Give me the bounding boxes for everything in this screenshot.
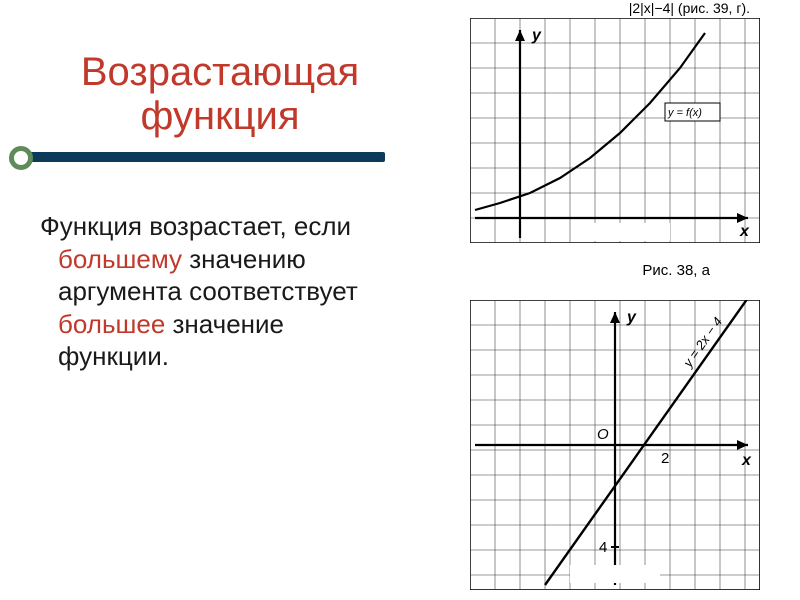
body-highlight-2: большее: [58, 309, 165, 339]
body-highlight-1: большему: [58, 244, 182, 274]
underline-bar: [25, 152, 385, 162]
chart-top: y x y = f(x): [470, 18, 760, 243]
title-block: Возрастающая функция: [55, 50, 385, 168]
graph-top-caption: Рис. 38, а: [642, 262, 710, 279]
svg-text:4: 4: [599, 539, 607, 556]
graph-bottom-container: yxO24y = 2x − 4: [470, 300, 770, 590]
title-line1: Возрастающая: [81, 50, 359, 94]
svg-text:y: y: [626, 309, 637, 326]
graph-top-header: |2|x|−4| (рис. 39, г).: [470, 0, 770, 16]
svg-text:x: x: [741, 452, 752, 469]
svg-text:O: O: [597, 426, 609, 443]
title-underline: [55, 148, 385, 168]
slide-title: Возрастающая функция: [55, 50, 385, 138]
title-line2: функция: [141, 94, 300, 138]
slide: Возрастающая функция Функция возрастает,…: [0, 0, 800, 600]
svg-text:2: 2: [661, 450, 669, 467]
svg-text:y: y: [531, 27, 542, 44]
body-paragraph: Функция возрастает, если большему значен…: [40, 210, 390, 373]
svg-text:y = f(x): y = f(x): [667, 107, 702, 119]
svg-text:x: x: [739, 223, 750, 240]
chart-bottom: yxO24y = 2x − 4: [470, 300, 760, 590]
underline-ring-icon: [9, 146, 33, 170]
graph-top-container: |2|x|−4| (рис. 39, г). y x y = f(x): [470, 0, 770, 243]
body-prefix: Функция возрастает, если: [40, 211, 351, 241]
